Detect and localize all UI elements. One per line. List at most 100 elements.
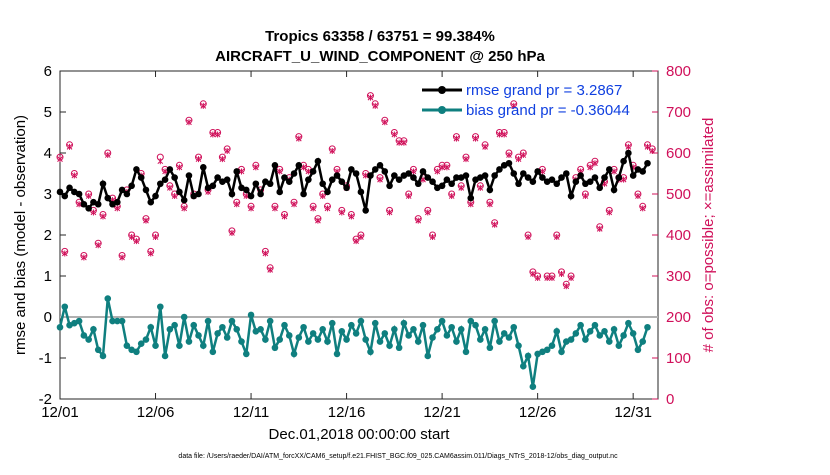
rmse-point — [176, 188, 183, 196]
bias-point — [94, 346, 102, 354]
rmse-point — [558, 174, 565, 181]
obs-assimilated-marker — [401, 139, 407, 146]
bias-point — [629, 330, 637, 337]
obs-assimilated-marker — [90, 209, 97, 216]
obs-assimilated-marker — [133, 238, 140, 245]
rmse-point — [214, 174, 221, 181]
obs-assimilated-marker — [424, 209, 431, 216]
bias-point — [242, 350, 250, 358]
obs-assimilated-marker — [324, 205, 331, 212]
obs-assimilated-marker — [553, 234, 560, 241]
rmse-point — [223, 176, 231, 183]
bias-point — [524, 352, 532, 360]
rmse-point — [605, 166, 613, 173]
bias-point — [391, 326, 398, 333]
rmse-point — [376, 162, 384, 169]
x-tick-label: 12/01 — [41, 404, 79, 421]
bias-point — [357, 317, 365, 325]
rmse-point — [104, 194, 112, 202]
obs-assimilated-marker — [119, 254, 125, 261]
obs-assimilated-marker — [310, 205, 317, 212]
rmse-point — [142, 186, 150, 194]
obs-assimilated-marker — [510, 102, 517, 109]
obs-assimilated-marker — [649, 147, 656, 154]
rmse-series — [56, 149, 651, 214]
obs-assimilated-marker — [224, 147, 231, 154]
obs-assimilated-marker — [434, 168, 441, 175]
rmse-point — [157, 180, 164, 188]
rmse-point — [252, 180, 260, 188]
bias-point — [620, 332, 627, 339]
rmse-point — [414, 180, 422, 188]
rmse-point — [596, 184, 604, 192]
obs-assimilated-marker — [477, 184, 484, 191]
rmse-point — [295, 162, 303, 169]
rmse-point — [448, 180, 455, 188]
bias-point — [176, 342, 183, 350]
rmse-point — [247, 192, 255, 200]
rmse-point — [438, 182, 446, 190]
rmse-point — [386, 182, 393, 190]
bias-point — [290, 350, 298, 358]
rmse-point — [520, 170, 527, 177]
obs-assimilated-marker — [644, 143, 651, 150]
bias-point — [601, 328, 608, 335]
x-tick-label: 12/16 — [328, 404, 366, 421]
rmse-point — [324, 188, 331, 196]
bias-point — [410, 326, 417, 333]
bias-point — [429, 334, 436, 341]
bias-point — [505, 334, 513, 341]
obs-assimilated-marker — [463, 156, 469, 163]
obs-assimilated-marker — [329, 147, 336, 154]
obs-assimilated-marker — [152, 234, 159, 241]
obs-assimilated-marker — [243, 193, 250, 200]
rmse-point — [171, 174, 178, 181]
obs-assimilated-marker — [377, 176, 383, 183]
rmse-point — [281, 174, 288, 181]
rmse-point — [539, 174, 546, 181]
rmse-point — [548, 176, 556, 183]
rmse-point — [620, 157, 627, 165]
obs-assimilated-marker — [358, 234, 364, 241]
obs-assimilated-marker — [487, 201, 493, 208]
obs-assimilated-marker — [85, 193, 92, 200]
obs-assimilated-marker — [568, 275, 574, 282]
rmse-point — [257, 190, 264, 198]
rmse-point — [233, 168, 241, 175]
bias-point — [400, 319, 408, 327]
rmse-point — [371, 166, 379, 173]
bias-point — [285, 332, 293, 339]
bias-point — [281, 321, 288, 329]
obs-assimilated-marker — [582, 193, 589, 200]
bias-point — [238, 338, 245, 345]
rmse-point — [147, 198, 155, 206]
obs-assimilated-marker — [381, 119, 388, 126]
rmse-point — [486, 186, 494, 194]
obs-assimilated-marker — [558, 270, 565, 277]
obs-assimilated-marker — [176, 164, 183, 171]
bias-point — [639, 338, 647, 345]
rmse-point — [133, 166, 140, 173]
bias-point — [147, 323, 155, 331]
x-tick-label: 12/31 — [614, 404, 652, 421]
bias-point — [85, 336, 92, 343]
obs-assimilated-marker — [248, 205, 254, 212]
rmse-point — [348, 166, 355, 173]
bias-point — [333, 350, 341, 358]
bias-point — [109, 317, 116, 325]
bias-point — [247, 311, 255, 319]
obs-assimilated-marker — [639, 205, 646, 212]
bias-point — [438, 317, 446, 325]
rmse-point — [128, 182, 135, 190]
y-tick-label-left: 0 — [44, 309, 52, 326]
x-tick-label: 12/11 — [233, 404, 269, 421]
bias-point — [496, 338, 503, 345]
rmse-point — [199, 164, 207, 171]
bias-point — [195, 332, 202, 339]
obs-assimilated-marker — [214, 131, 221, 138]
rmse-point — [185, 172, 193, 179]
bias-point — [185, 338, 193, 345]
obs-assimilated-marker — [219, 156, 226, 163]
bias-point — [75, 317, 83, 325]
